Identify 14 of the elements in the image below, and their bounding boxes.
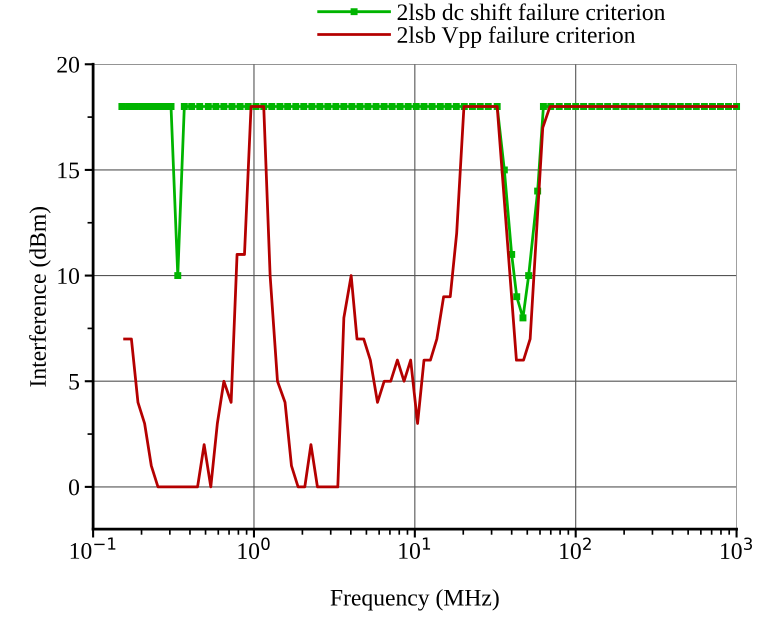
x-tick-label: 10$^{2}$	[560, 538, 591, 560]
legend-label: 2lsb dc shift failure criterion	[398, 3, 666, 20]
y-tick-label: 0	[69, 479, 80, 496]
x-tick-label: 10$^{1}$	[399, 538, 430, 559]
x-tick-label: 10$^{0}$	[238, 538, 270, 560]
legend-label: 2lsb Vpp failure criterion	[398, 26, 636, 48]
x-axis-title: Frequency (MHz)	[330, 589, 499, 611]
y-tick-label: 20	[57, 56, 80, 73]
x-tick-label: 10$^{3}$	[721, 538, 752, 560]
y-tick-label: 15	[58, 162, 79, 178]
y-tick-label: 5	[69, 374, 79, 390]
x-tick-label: 10$^{−1}$	[70, 538, 116, 559]
y-tick-label: 10	[58, 268, 80, 284]
y-axis-title: Interference (dBm)	[29, 206, 51, 387]
